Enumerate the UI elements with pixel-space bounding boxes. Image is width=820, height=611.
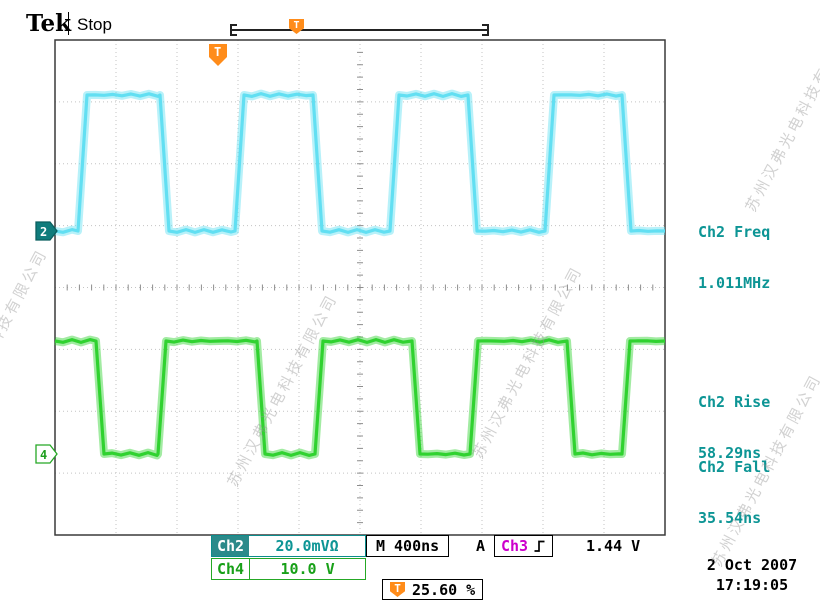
measurement-value: 35.54ns: [698, 509, 762, 527]
measurement-label: Ch2 Freq: [698, 223, 771, 241]
ch4-scale-readout: Ch4 10.0 V: [211, 558, 366, 580]
measurement-ch2-freq: Ch2 Freq 1.011MHz: [698, 190, 770, 326]
measurement-label: Ch2 Rise: [698, 393, 771, 411]
record-trigger-position-icon: T: [289, 19, 304, 34]
channel-marker-ch4: [35, 444, 58, 464]
ch2-scale-value: 20.0mVΩ: [275, 537, 339, 555]
date-label: 2 Oct 2007: [706, 556, 798, 574]
ch4-chip: Ch4: [212, 559, 251, 579]
record-bar-line: [230, 29, 489, 31]
measurement-value: 58.29ns: [698, 444, 762, 462]
time-label: 17:19:05: [715, 576, 789, 594]
trigger-position-readout: T 25.60 %: [382, 579, 484, 600]
trigger-level-value: 1.44 V: [586, 537, 641, 555]
record-view-bar: [230, 24, 489, 36]
measurement-label: Ch2 Fall: [698, 458, 771, 476]
timebase-label: M: [376, 537, 386, 555]
svg-text:2: 2: [40, 225, 47, 239]
trigger-source-label: Ch3: [501, 537, 529, 555]
timebase-value: 400ns: [394, 537, 440, 555]
measurement-value: 1.011MHz: [698, 274, 771, 292]
trigger-icon: T: [390, 582, 405, 597]
svg-text:4: 4: [40, 448, 47, 462]
trigger-position-value: 25.60 %: [412, 580, 476, 599]
acquisition-status: Stop: [77, 15, 112, 34]
trigger-point-marker: [209, 44, 227, 66]
record-bar-right-bracket: [482, 24, 489, 36]
rising-slope-icon: [534, 540, 545, 552]
channel-marker-ch2: [35, 221, 58, 241]
tek-logo: Tek: [26, 10, 72, 37]
ch4-scale-value: 10.0 V: [280, 560, 335, 578]
ch2-scale-readout: Ch2 20.0mVΩ: [211, 535, 366, 557]
trigger-type-label: A: [476, 537, 486, 555]
logo-divider: [68, 12, 69, 35]
svg-text:T: T: [214, 45, 221, 59]
timebase-readout: M 400ns: [366, 535, 450, 557]
datetime-readout: 2 Oct 2007 17:19:05: [688, 555, 816, 595]
ch2-chip: Ch2: [212, 536, 250, 556]
trigger-source-readout: Ch3: [494, 535, 554, 557]
measurement-ch2-fall: Ch2 Fall 35.54ns: [698, 425, 770, 561]
measurement-ch2-rise: Ch2 Rise 58.29ns: [698, 360, 770, 496]
